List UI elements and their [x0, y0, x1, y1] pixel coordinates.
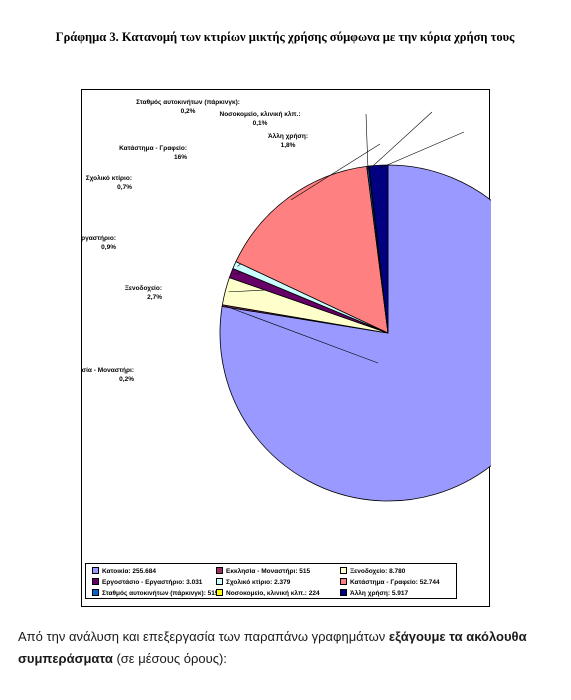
- legend-text-6: Σταθμός αυτοκινήτων (πάρκινγκ): 515: [102, 590, 219, 597]
- slice-percent-2: 2,7%: [147, 294, 162, 301]
- legend-swatch-3: [92, 578, 99, 585]
- slice-percent-5: 16%: [174, 154, 187, 161]
- legend-item-4: Σχολικό κτίριο: 2.379: [216, 578, 290, 587]
- slice-percent-8: 1,8%: [281, 142, 296, 149]
- caption-text-2: (σε μέσους όρους):: [112, 651, 227, 666]
- legend-item-3: Εργοστάσιο - Εργαστήριο: 3.031: [92, 578, 202, 587]
- legend-text-2: Ξενοδοχείο: 8.780: [350, 568, 406, 575]
- legend-swatch-8: [340, 589, 347, 596]
- slice-label-2: Ξενοδοχείο:: [125, 285, 162, 292]
- legend-text-3: Εργοστάσιο - Εργαστήριο: 3.031: [102, 579, 203, 586]
- legend-text-4: Σχολικό κτίριο: 2.379: [226, 579, 291, 586]
- pie-slice-5: [235, 165, 389, 334]
- legend-item-7: Νοσοκομείο, κλινική κλπ.: 224: [216, 589, 320, 598]
- legend-swatch-5: [340, 578, 347, 585]
- legend-swatch-4: [216, 578, 223, 585]
- legend-swatch-2: [340, 567, 347, 574]
- legend-text-1: Εκκλησία - Μοναστήρι: 515: [226, 568, 311, 575]
- leader-line-5: [290, 143, 381, 201]
- legend-swatch-6: [92, 589, 99, 596]
- slice-label-8: Άλλη χρήση:: [268, 132, 308, 140]
- legend-item-0: Κατοικία: 255.684: [92, 567, 156, 576]
- legend-text-8: Άλλη χρήση: 5.917: [350, 590, 409, 597]
- leader-line-1: [225, 305, 379, 364]
- chart-frame: Κατοικία:77,5%Εκκλησία - Μοναστήρι:0,2%Ξ…: [81, 89, 491, 607]
- legend-item-1: Εκκλησία - Μοναστήρι: 515: [216, 567, 310, 576]
- legend-text-7: Νοσοκομείο, κλινική κλπ.: 224: [226, 590, 320, 597]
- legend-text-5: Κατάστημα - Γραφείο: 52.744: [350, 579, 440, 586]
- slice-label-5: Κατάστημα - Γραφείο:: [119, 145, 187, 152]
- chart-legend: Κατοικία: 255.684 Εκκλησία - Μοναστήρι: 5…: [85, 563, 457, 599]
- legend-item-6: Σταθμός αυτοκινήτων (πάρκινγκ): 515: [92, 589, 219, 598]
- slice-percent-6: 0,2%: [181, 108, 196, 115]
- leader-line-6: [365, 113, 369, 170]
- caption-bold-text: εξάγουμε τα ακόλουθα συμπεράσματα: [18, 629, 527, 666]
- slice-label-4: Σχολικό κτίριο:: [86, 174, 132, 182]
- legend-swatch-0: [92, 567, 99, 574]
- slice-label-7: Νοσοκομείο, κλινική κλπ.:: [220, 110, 301, 118]
- caption-text-1: Από την ανάλυση και επεξεργασία των παρα…: [18, 629, 389, 644]
- pie-slice-8: [368, 164, 389, 334]
- legend-item-5: Κατάστημα - Γραφείο: 52.744: [340, 578, 440, 587]
- slice-percent-3: 0,9%: [101, 244, 116, 251]
- legend-item-2: Ξενοδοχείο: 8.780: [340, 567, 405, 576]
- caption-paragraph: Από την ανάλυση και επεξεργασία των παρα…: [18, 626, 563, 670]
- pie-slice-0: [219, 164, 491, 502]
- legend-swatch-1: [216, 567, 223, 574]
- leader-line-7: [368, 111, 433, 170]
- slice-percent-1: 0,2%: [119, 376, 134, 383]
- slice-percent-7: 0,1%: [253, 120, 268, 127]
- legend-item-8: Άλλη χρήση: 5.917: [340, 589, 408, 598]
- slice-label-6: Σταθμός αυτοκινήτων (πάρκινγκ):: [136, 99, 240, 106]
- slice-label-3: Εργοστάσιο - Εργαστήριο:: [82, 235, 116, 242]
- pie-chart: Κατοικία:77,5%Εκκλησία - Μοναστήρι:0,2%Ξ…: [82, 99, 491, 502]
- slice-label-1: Εκκλησία - Μοναστήρι:: [82, 366, 134, 374]
- leader-line-8: [378, 131, 465, 169]
- legend-swatch-7: [216, 589, 223, 596]
- legend-text-0: Κατοικία: 255.684: [102, 568, 156, 575]
- slice-percent-4: 0,7%: [117, 184, 132, 191]
- chart-title: Γράφημα 3. Κατανομή των κτιρίων μικτής χ…: [55, 30, 515, 44]
